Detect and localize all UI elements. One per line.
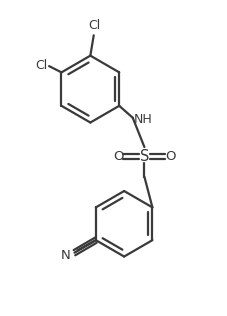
Text: Cl: Cl <box>35 59 47 72</box>
Text: O: O <box>113 150 123 163</box>
Text: N: N <box>60 249 70 262</box>
Text: S: S <box>139 149 148 164</box>
Text: Cl: Cl <box>88 19 100 32</box>
Text: O: O <box>164 150 175 163</box>
Text: NH: NH <box>133 113 152 126</box>
